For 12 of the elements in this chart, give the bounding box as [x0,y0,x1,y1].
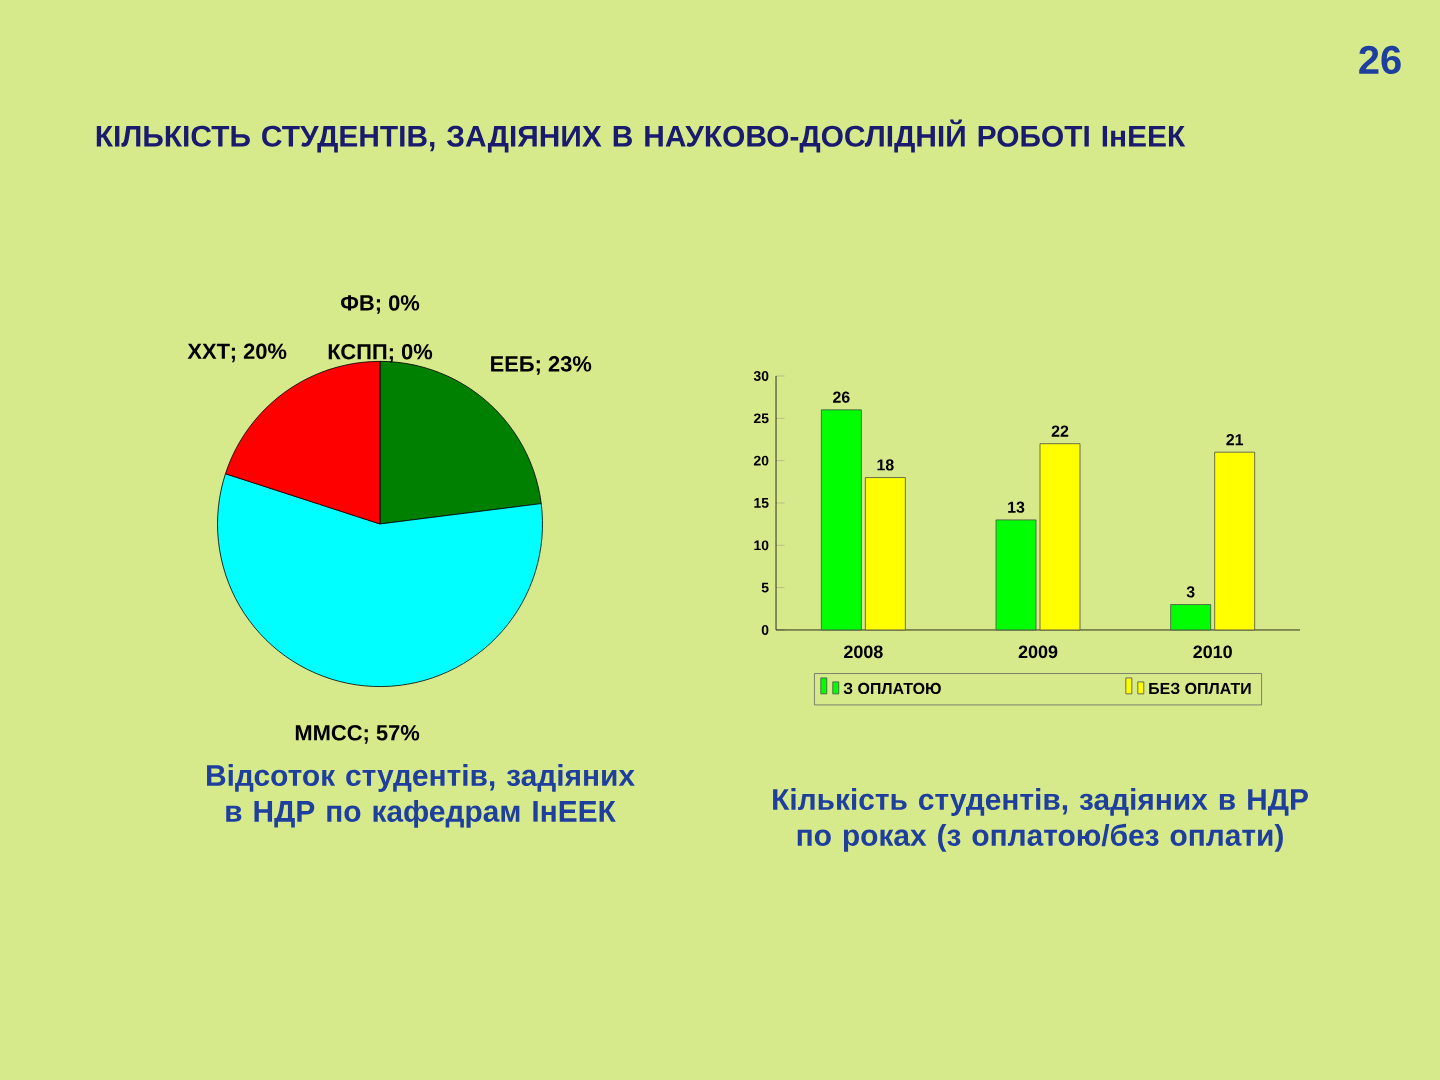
category-label: КСПП; 0% [328,343,433,363]
chart-title: КІЛЬКІСТЬ СТУДЕНТІВ, ЗАДІЯНИХ В НАУКОВО-ДОСЛІДНІЙ РОБОТІ ІнЕЕК [96,119,1186,153]
slice-label: ММСС; 57% [295,725,420,744]
x-tick-label: 2010 [1193,645,1232,659]
text: Кількість студентів, задіяних в НДР по роках (з оплатою/без оплати) [773,788,1308,852]
slice-label: ХХТ; 20% [187,343,287,363]
x-tick-label: 2008 [844,645,883,659]
text: Відсоток студентів, задіяних в НДР по кафедрам ІнЕЕК [207,764,635,828]
x-tick-label: 2009 [1018,645,1058,659]
text: 26 [1359,45,1401,75]
slice-label: ЕЕБ; 23% [491,356,592,375]
category-label: ФВ; 0% [340,295,420,314]
